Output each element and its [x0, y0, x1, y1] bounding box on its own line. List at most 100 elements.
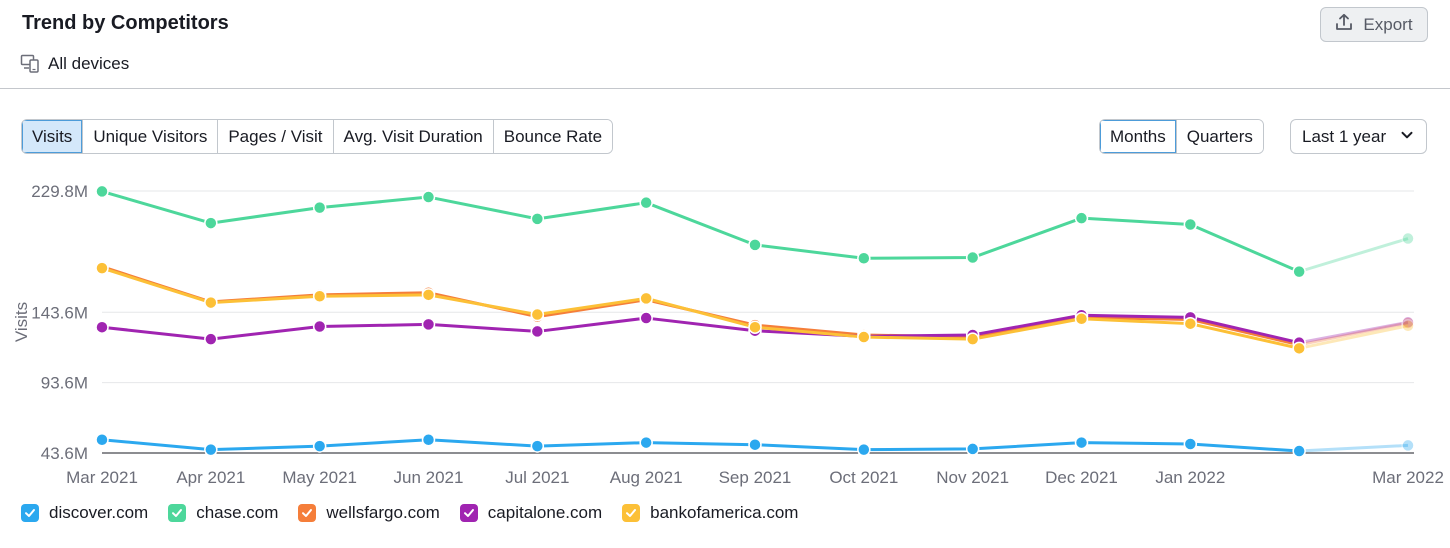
x-tick-label: Apr 2021: [176, 468, 245, 487]
data-point: [639, 291, 653, 306]
export-label: Export: [1363, 14, 1413, 34]
data-point: [1401, 231, 1415, 246]
x-tick-label: Jun 2021: [394, 468, 464, 487]
checkbox-checked-icon[interactable]: [21, 504, 39, 522]
data-point: [748, 437, 762, 452]
device-filter[interactable]: All devices: [20, 54, 129, 74]
data-point: [857, 442, 871, 457]
data-point: [312, 200, 327, 215]
data-point: [639, 311, 653, 325]
legend-label: wellsfargo.com: [326, 503, 440, 522]
x-tick-label: Oct 2021: [829, 468, 898, 487]
chevron-down-icon: [1400, 127, 1414, 147]
data-point: [748, 238, 762, 252]
x-tick-label: Mar 2022: [1372, 468, 1444, 487]
data-point: [530, 324, 545, 339]
export-button[interactable]: Export: [1320, 7, 1428, 42]
y-axis-title: Visits: [12, 302, 31, 342]
data-point: [857, 330, 871, 344]
x-tick-label: May 2021: [282, 468, 357, 487]
checkbox-checked-icon[interactable]: [459, 504, 478, 522]
chart-legend: discover.com chase.com wellsfargo.com ca…: [21, 501, 818, 525]
y-tick-label: 43.6M: [41, 444, 88, 463]
data-point: [95, 261, 109, 275]
data-point: [1401, 319, 1415, 333]
data-point: [421, 433, 436, 447]
tab-visits[interactable]: Visits: [22, 120, 83, 153]
series-line-partial: [1298, 321, 1409, 347]
series-line: [101, 313, 1300, 345]
series-line-partial: [1298, 237, 1409, 274]
tab-pages-per-visit[interactable]: Pages / Visit: [217, 120, 333, 153]
export-icon: [1335, 13, 1353, 36]
legend-item-bankofamerica[interactable]: bankofamerica.com: [622, 503, 798, 523]
visits-line-chart: 229.8M 143.6M 93.6M 43.6M Visits Mar 2021 Apr …: [12, 182, 1444, 487]
data-point: [748, 320, 762, 334]
devices-label: All devices: [48, 54, 130, 73]
date-range-label: Last 1 year: [1302, 126, 1387, 146]
data-point: [965, 250, 980, 265]
series-line-partial: [1298, 320, 1409, 345]
data-point: [639, 195, 653, 210]
tab-avg-visit-duration[interactable]: Avg. Visit Duration: [332, 120, 493, 153]
page-title: Trend by Competitors: [22, 12, 229, 34]
data-point: [95, 184, 109, 199]
data-point: [1183, 437, 1198, 451]
tab-unique-visitors[interactable]: Unique Visitors: [82, 120, 218, 153]
legend-label: chase.com: [196, 503, 279, 522]
legend-item-discover[interactable]: discover.com: [21, 503, 148, 523]
data-point: [530, 212, 545, 226]
data-point: [204, 442, 218, 457]
data-point: [204, 295, 218, 310]
data-point: [95, 433, 109, 447]
data-point: [639, 435, 653, 450]
data-point: [965, 332, 980, 346]
data-point: [1292, 341, 1306, 356]
data-point: [312, 439, 327, 453]
data-point: [95, 320, 109, 334]
tab-months[interactable]: Months: [1100, 120, 1176, 153]
data-point: [1401, 316, 1415, 330]
y-tick-label: 143.6M: [31, 303, 88, 322]
data-point: [530, 307, 545, 322]
series-line-partial: [1298, 324, 1409, 350]
legend-item-chase[interactable]: chase.com: [168, 503, 278, 523]
data-point: [421, 190, 436, 204]
data-point: [204, 216, 218, 230]
y-tick-label: 93.6M: [41, 374, 88, 393]
data-point: [530, 439, 545, 453]
legend-item-capitalone[interactable]: capitalone.com: [459, 503, 602, 523]
data-point: [1074, 435, 1089, 450]
data-point: [421, 317, 436, 332]
data-point: [1401, 315, 1415, 330]
y-tick-label: 229.8M: [31, 182, 88, 201]
legend-label: bankofamerica.com: [650, 503, 799, 522]
legend-item-wellsfargo[interactable]: wellsfargo.com: [298, 503, 440, 523]
series-line: [101, 189, 1300, 274]
legend-label: discover.com: [49, 503, 149, 522]
data-point: [857, 251, 871, 266]
chart-axes: 229.8M 143.6M 93.6M 43.6M Visits Mar 2021 Apr …: [12, 182, 1444, 487]
tab-quarters[interactable]: Quarters: [1175, 120, 1263, 153]
metric-tabs: Visits Unique Visitors Pages / Visit Avg…: [21, 119, 614, 154]
data-point: [1292, 444, 1306, 458]
data-point: [1183, 316, 1198, 331]
chart-grid: [102, 190, 1414, 454]
x-tick-label: Nov 2021: [936, 468, 1009, 487]
date-range-select[interactable]: Last 1 year: [1290, 119, 1427, 154]
devices-icon: [20, 54, 40, 74]
data-point: [1401, 438, 1415, 453]
header-divider: [0, 88, 1450, 89]
checkbox-checked-icon[interactable]: [168, 504, 187, 522]
x-tick-label: Sep 2021: [719, 468, 792, 487]
chart-series: [95, 184, 1415, 458]
checkbox-checked-icon[interactable]: [622, 504, 641, 522]
x-tick-label: Jul 2021: [505, 468, 569, 487]
x-tick-label: Jan 2022: [1155, 468, 1225, 487]
data-point: [1292, 264, 1306, 279]
checkbox-checked-icon[interactable]: [298, 504, 317, 522]
period-tabs: Months Quarters: [1099, 119, 1264, 154]
x-tick-label: Aug 2021: [610, 468, 683, 487]
x-tick-label: Mar 2021: [66, 468, 138, 487]
tab-bounce-rate[interactable]: Bounce Rate: [492, 120, 613, 153]
